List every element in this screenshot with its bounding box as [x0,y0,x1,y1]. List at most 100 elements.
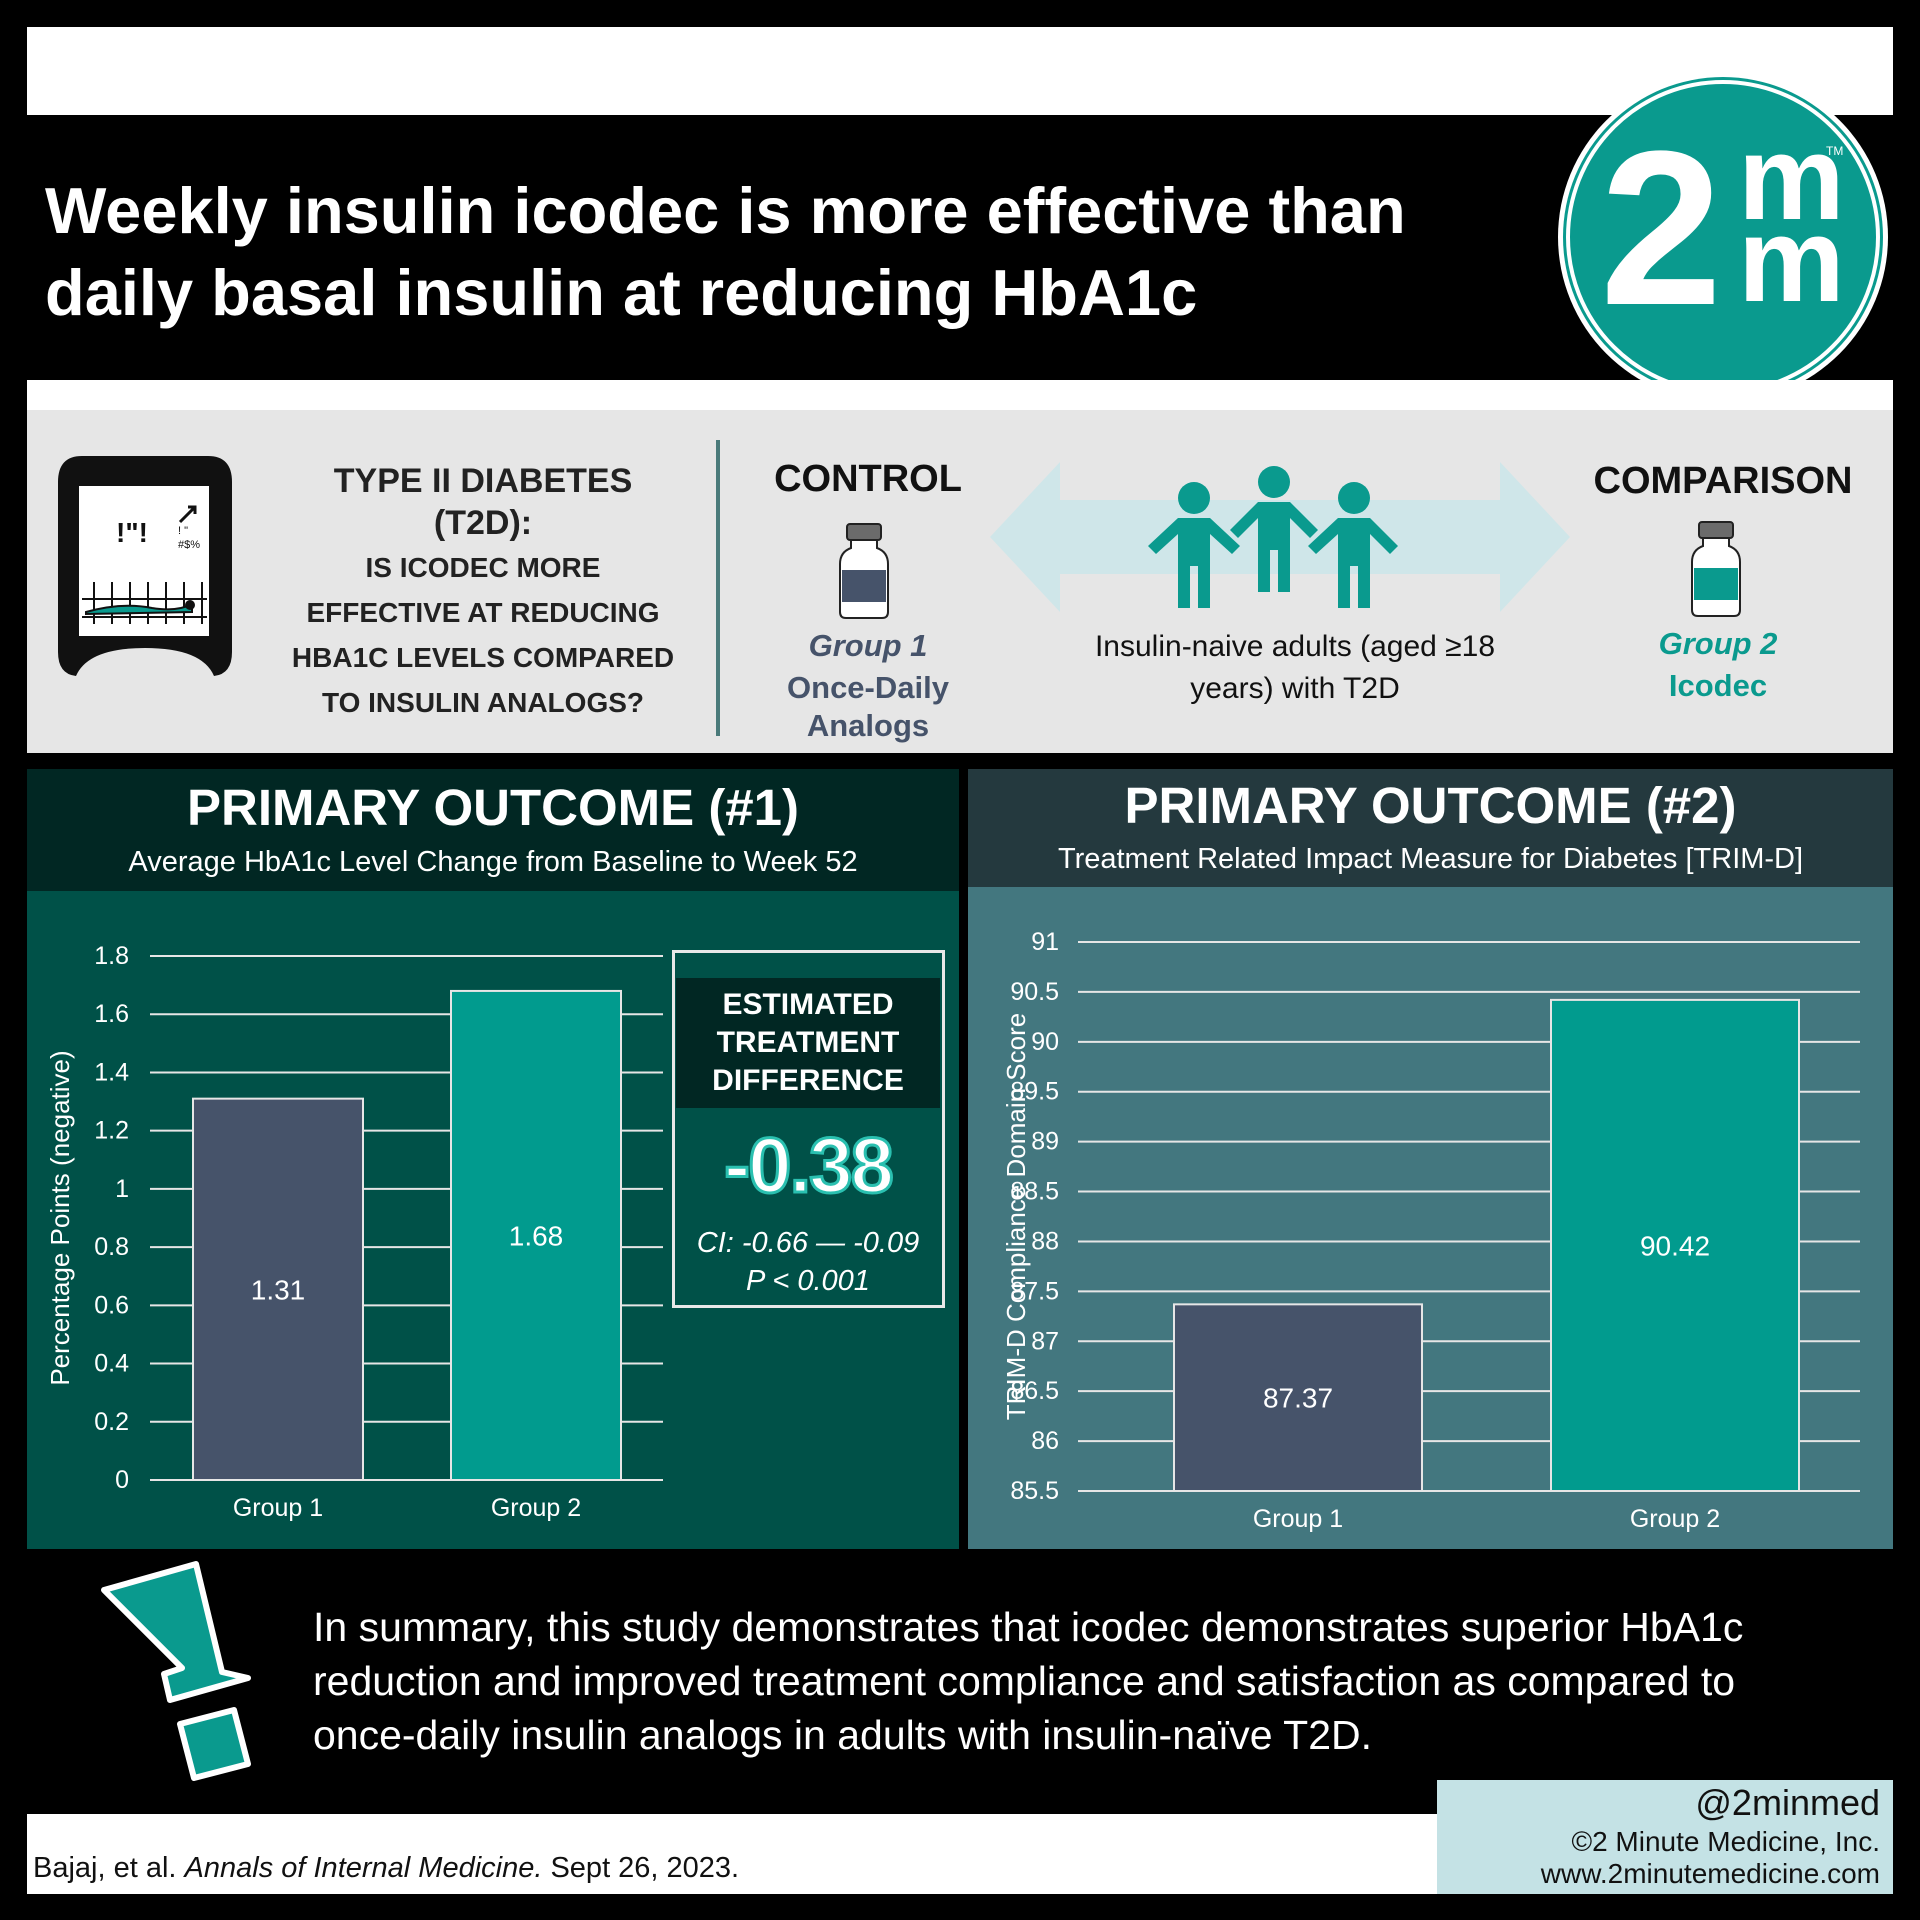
outcome2-header [968,769,1893,887]
question-line-5: HBA1C LEVELS COMPARED [291,642,675,673]
etd-box [672,950,945,1308]
x-category-label: Group 1 [1253,1505,1343,1533]
y-tick-label: 89.5 [1010,1078,1059,1106]
footer-right [1437,1780,1893,1894]
outcome2-title: PRIMARY OUTCOME (#2) [1124,777,1737,834]
group1-name: Once-Daily Analogs [750,669,986,745]
etd-line-1: ESTIMATED [722,988,894,1021]
outcome1-title: PRIMARY OUTCOME (#1) [186,779,800,836]
meter-text-3: #$% [178,539,200,551]
outcome1-chart: 0 0.2 0.4 0.6 0.8 1 1.2 1.4 1.6 1.8 Percentage Poi… [45,942,663,1522]
population-line-2: years) with T2D [1190,672,1400,705]
x-category-label: Group 1 [233,1494,323,1522]
y-tick-label: 86.5 [1010,1377,1059,1405]
bar-group-1 [192,1097,364,1481]
y-tick-label: 0.2 [94,1408,129,1436]
vertical-divider [716,440,720,736]
y-tick-label: 91 [1031,928,1059,956]
summary-line-1: In summary, this study demonstrates that… [313,1604,1744,1650]
brand-logo [1566,80,1880,394]
bar-value-label: 1.68 [509,1220,564,1251]
bar-value-label: 1.31 [251,1274,306,1305]
summary-line-3: once-daily insulin analogs in adults wit… [313,1712,1372,1758]
logo-trademark: TM [1826,144,1844,158]
question-line-4: EFFECTIVE AT REDUCING [306,597,660,628]
citation-date: Sept 26, 2023. [542,1852,740,1884]
website-link[interactable]: www.2minutemedicine.com [1540,1858,1880,1889]
y-tick-label: 88 [1031,1227,1059,1255]
study-design-band [27,410,1893,753]
x-category-label: Group 2 [1630,1505,1720,1533]
logo-m-bottom: m [1738,193,1845,327]
bar-group-2 [1550,998,1800,1493]
citation-authors: Bajaj, et al. [33,1852,185,1884]
group1-name-line-2: Analogs [806,708,930,743]
group1-label: Group 1 [808,628,928,663]
meter-text-2: ! " [178,525,188,537]
x-category-label: Group 2 [491,1494,581,1522]
etd-stats: CI: -0.66 — -0.09 P < 0.001 [676,1224,940,1300]
y-tick-label: 1.6 [94,1000,129,1028]
citation-journal: Annals of Internal Medicine. [184,1852,543,1884]
y-tick-label: 0.8 [94,1233,129,1261]
etd-header: ESTIMATED TREATMENT DIFFERENCE [676,978,940,1108]
etd-p-value: P < 0.001 [746,1265,870,1297]
footer-left [27,1814,1437,1894]
band-top-strip [27,380,1893,410]
people-icon [1148,466,1398,608]
y-tick-label: 90 [1031,1028,1059,1056]
group2-label: Group 2 [1658,626,1778,661]
etd-line-3: DIFFERENCE [712,1064,904,1097]
bar-value-label: 90.42 [1640,1230,1710,1261]
y-tick-label: 87.5 [1010,1277,1059,1305]
summary-line-2: reduction and improved treatment complia… [313,1658,1736,1704]
outcome1-subtitle: Average HbA1c Level Change from Baseline… [128,846,858,878]
y-tick-label: 86 [1031,1427,1059,1455]
control-header: CONTROL [774,458,962,500]
title-line-2: daily basal insulin at reducing HbA1c [45,256,1198,329]
outcome2-chart: 85.5 86 86.5 87 87.5 88 88.5 89 89.5 90 90.5 91 TRIM… [1001,928,1860,1533]
meter-text-1: !"! [116,517,148,548]
y-tick-label: 1.4 [94,1058,129,1086]
y-tick-label: 89 [1031,1128,1059,1156]
y-tick-label: 1.8 [94,942,129,970]
outcome2-subtitle: Treatment Related Impact Measure for Dia… [1057,843,1804,875]
group1-name-line-1: Once-Daily [787,670,949,705]
social-handle[interactable]: @2minmed [1695,1782,1880,1823]
summary-section [74,1568,1893,1814]
top-white-strip [27,27,1893,115]
title-line-1: Weekly insulin icodec is more effective … [45,174,1406,247]
page-title: Weekly insulin icodec is more effective … [45,170,1505,334]
glucose-meter-icon: !"! ! " #$% [58,456,232,676]
population-description: Insulin-naive adults (aged ≥18 years) wi… [1060,626,1530,710]
bar-group-2 [450,989,622,1482]
y-tick-label: 0.4 [94,1350,129,1378]
citation: Bajaj, et al. Annals of Internal Medicin… [33,1852,739,1885]
y-tick-label: 0 [115,1466,129,1494]
question-line-2: (T2D): [433,504,533,542]
y-tick-label: 1 [115,1175,129,1203]
y-tick-label: 88.5 [1010,1178,1059,1206]
question-line-1: TYPE II DIABETES [333,462,633,500]
exclamation-icon [101,1561,251,1781]
bar-value-label: 87.37 [1263,1383,1333,1414]
group2-name: Icodec [1668,668,1768,703]
question-line-3: IS ICODEC MORE [365,552,601,583]
summary-text: In summary, this study demonstrates that… [313,1600,1873,1762]
logo-digit: 2 [1600,105,1722,351]
copyright: ©2 Minute Medicine, Inc. [1571,1826,1880,1857]
population-line-1: Insulin-naive adults (aged ≥18 [1094,630,1496,663]
outcome1-header [27,769,959,891]
bar-group-1 [1173,1303,1423,1492]
y-axis-label: Percentage Points (negative) [45,1050,75,1385]
question-line-6: TO INSULIN ANALOGS? [322,687,644,718]
y-axis-label: TRIM-D Compliance Domain Score [1001,1013,1031,1420]
comparison-header: COMPARISON [1593,460,1853,502]
copyright-block: ©2 Minute Medicine, Inc. www.2minutemedi… [1440,1826,1880,1890]
y-tick-label: 1.2 [94,1117,129,1145]
logo-m-top: m [1738,111,1845,245]
y-tick-label: 90.5 [1010,978,1059,1006]
comparison-vial-icon [1691,521,1741,617]
study-question: TYPE II DIABETES (T2D): IS ICODEC MORE E… [268,460,698,724]
etd-ci: CI: -0.66 — -0.09 [696,1227,920,1259]
